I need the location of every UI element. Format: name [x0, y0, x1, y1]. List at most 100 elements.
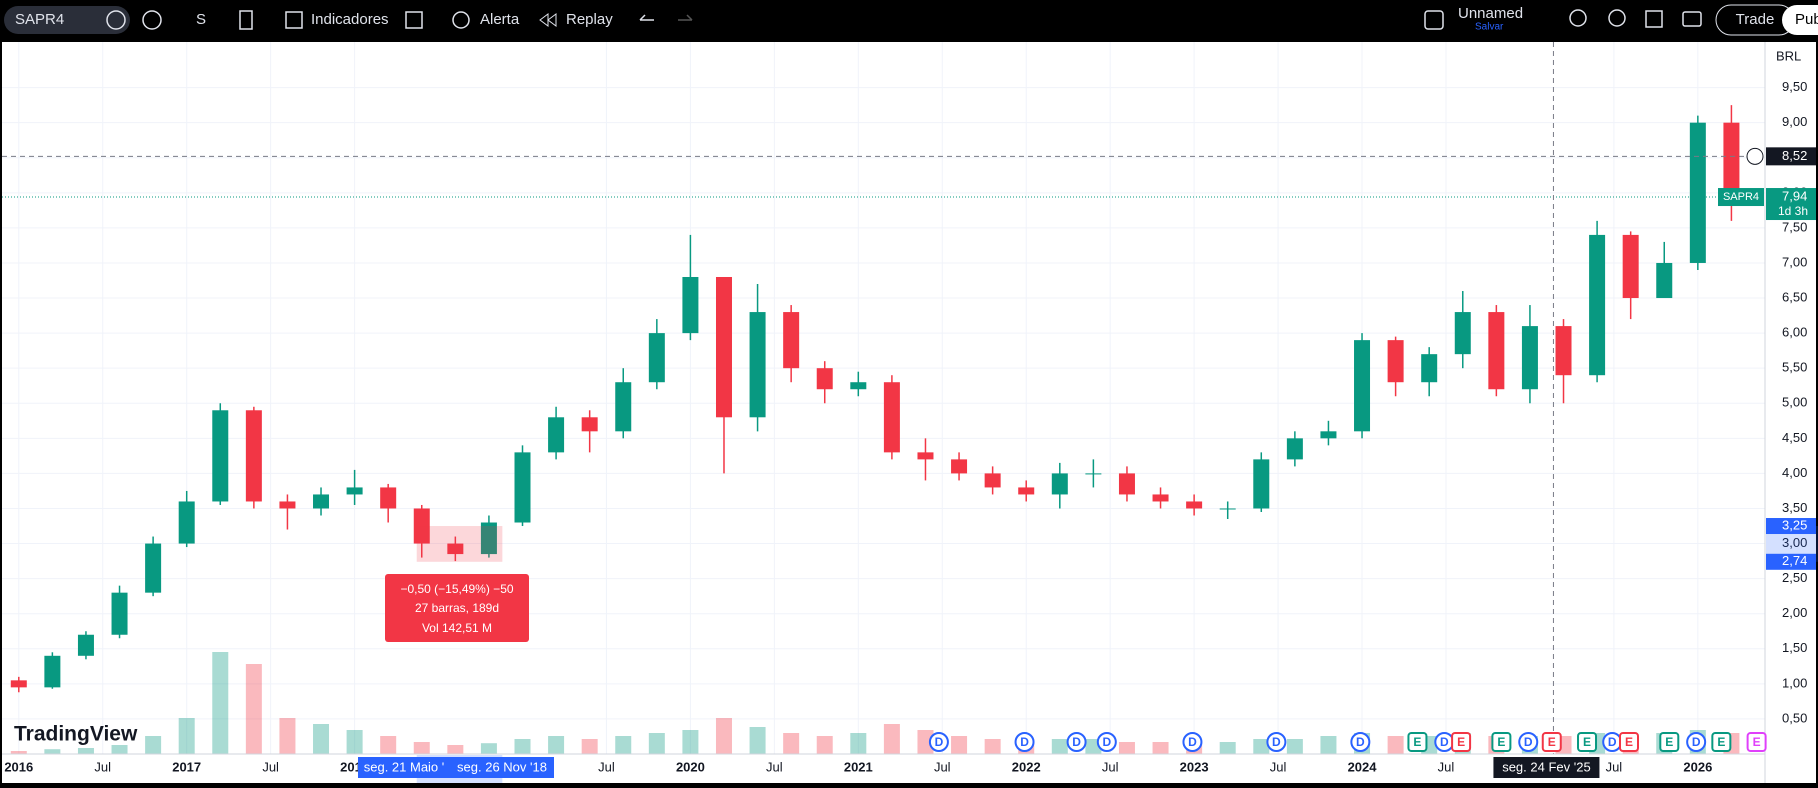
indicators-icon[interactable]: [285, 11, 303, 29]
candle-body: [1387, 340, 1404, 383]
y-tick-label: 7,50: [1782, 219, 1807, 234]
x-tick-label: Jul: [1102, 759, 1119, 774]
event-label: D: [1020, 735, 1029, 749]
x-tick-label: 2022: [1012, 759, 1041, 774]
event-marker: [1266, 732, 1287, 752]
y-tick-label: 1,00: [1782, 675, 1807, 690]
settings-icon[interactable]: [1608, 9, 1626, 27]
event-label: E: [1753, 735, 1761, 749]
volume-bar: [581, 739, 598, 754]
event-marker: [1491, 732, 1512, 752]
candle-body: [883, 382, 900, 453]
candle-body: [111, 592, 128, 635]
y-tick-label: 2,00: [1782, 605, 1807, 620]
last-price-label: 7,94: [1782, 188, 1807, 203]
volume-bar: [984, 739, 1001, 754]
replay-button[interactable]: Replay: [566, 11, 613, 28]
volume-bar: [380, 736, 397, 754]
replay-icon[interactable]: [539, 13, 557, 27]
volume-bar: [1152, 742, 1169, 754]
volume-bar: [413, 742, 430, 754]
templates-icon[interactable]: [405, 11, 423, 29]
symbol-tag-label: SAPR4: [1723, 191, 1759, 203]
search-icon[interactable]: [1569, 9, 1587, 27]
publish-button-bg[interactable]: [1782, 5, 1818, 35]
candle-body: [1018, 487, 1035, 495]
snapshot-icon[interactable]: [1682, 11, 1702, 27]
candle-body: [951, 459, 968, 474]
redo-icon[interactable]: [678, 14, 693, 21]
volume-bar: [548, 736, 565, 754]
alert-icon[interactable]: [452, 11, 470, 29]
watchlist-icon[interactable]: [106, 10, 126, 30]
chart-type-icon[interactable]: [239, 10, 253, 30]
event-label: D: [1356, 735, 1365, 749]
add-symbol-icon[interactable]: [142, 10, 162, 30]
volume-bar: [145, 736, 162, 754]
event-marker: [1451, 732, 1472, 752]
candle-body: [10, 680, 27, 688]
candle-body: [1454, 312, 1471, 355]
candle-body: [749, 312, 766, 418]
y-tick-label: 5,50: [1782, 360, 1807, 375]
last-price-box: [1766, 188, 1816, 221]
candle-body: [850, 382, 867, 390]
y-tick-label: 9,50: [1782, 79, 1807, 94]
y-tick-label: 4,00: [1782, 465, 1807, 480]
x-tick-label: 2017: [172, 759, 201, 774]
measure-price-box: [1766, 553, 1816, 570]
layout-name[interactable]: Unnamed: [1458, 5, 1523, 22]
save-status[interactable]: Salvar: [1475, 22, 1504, 33]
volume-bar: [1118, 742, 1135, 754]
event-marker: [1407, 732, 1428, 752]
event-marker: [1577, 732, 1598, 752]
layout-icon[interactable]: [1424, 10, 1444, 30]
alert-button[interactable]: Alerta: [480, 11, 520, 28]
y-tick-label: 9,00: [1782, 114, 1807, 129]
volume-bar: [783, 733, 800, 754]
crosshair-price-box: [1766, 147, 1816, 166]
x-tick-label: 2024: [1348, 759, 1378, 774]
candle-body: [648, 333, 665, 383]
measure-text: Vol 142,51 M: [422, 621, 492, 635]
volume-bar: [44, 749, 61, 754]
candle-body: [1320, 431, 1337, 439]
measure-price-box: [1766, 518, 1816, 535]
currency[interactable]: BRL: [1776, 48, 1801, 63]
interval[interactable]: S: [196, 11, 206, 28]
measure-price-label: 3,25: [1782, 517, 1807, 532]
event-marker: [1518, 732, 1539, 752]
indicators-button[interactable]: Indicadores: [311, 11, 389, 28]
x-tick-label: Jul: [262, 759, 279, 774]
x-tick-label: Jul: [934, 759, 951, 774]
countdown: 1d 3h: [1778, 204, 1808, 218]
undo-icon[interactable]: [639, 14, 654, 21]
event-label: D: [1102, 735, 1111, 749]
symbol-search[interactable]: [4, 6, 130, 34]
volume-bar: [648, 733, 665, 754]
event-label: E: [1717, 735, 1725, 749]
add-alert-button[interactable]: [1746, 147, 1764, 165]
volume-bar: [917, 730, 934, 754]
event-label: D: [1072, 735, 1081, 749]
x-tick-label: Jul: [766, 759, 783, 774]
candle-body: [1589, 234, 1606, 376]
volume-bar: [447, 745, 464, 754]
candle-body: [1421, 354, 1438, 383]
symbol[interactable]: SAPR4: [15, 11, 64, 28]
crosshair-date-label: seg. 24 Fev '25: [1502, 759, 1590, 774]
candle-body: [715, 276, 732, 418]
volume-bar: [279, 718, 296, 754]
trade-button[interactable]: Trade: [1736, 11, 1775, 28]
y-tick-label: 2,50: [1782, 570, 1807, 585]
candle-body: [1723, 122, 1740, 198]
event-marker: [1711, 732, 1732, 752]
fullscreen-icon[interactable]: [1645, 10, 1663, 28]
publish-button[interactable]: Pub: [1795, 11, 1818, 28]
x-tick-label: Jul: [1270, 759, 1287, 774]
event-label: D: [1608, 735, 1617, 749]
candle-body: [984, 473, 1001, 488]
candle-body: [245, 410, 262, 502]
candle-body: [1354, 340, 1371, 432]
